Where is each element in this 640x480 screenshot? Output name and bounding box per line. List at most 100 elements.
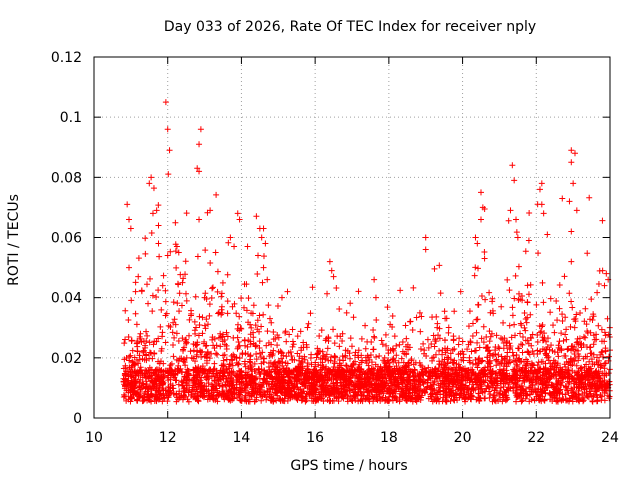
data-point [539, 279, 546, 286]
data-point [289, 338, 296, 345]
data-point [294, 396, 301, 403]
data-point [156, 253, 163, 260]
data-point [495, 352, 502, 359]
data-point [212, 249, 219, 256]
data-point [569, 343, 576, 350]
data-point [431, 265, 438, 272]
data-point [125, 373, 132, 380]
data-point [528, 342, 535, 349]
x-tick-label: 20 [454, 430, 472, 446]
axis-ticks [93, 56, 611, 419]
x-axis-label: GPS time / hours [290, 458, 407, 474]
data-point [523, 362, 530, 369]
data-point [524, 358, 531, 365]
data-point [144, 391, 151, 398]
data-point [238, 379, 245, 386]
data-point [340, 379, 347, 386]
data-point [384, 304, 391, 311]
data-point [358, 382, 365, 389]
data-point [476, 370, 483, 377]
data-point [227, 388, 234, 395]
data-point [173, 330, 180, 337]
data-point [183, 290, 189, 297]
data-point [366, 395, 373, 402]
data-point [466, 354, 473, 361]
data-point [135, 255, 142, 262]
data-point [137, 330, 144, 337]
data-point [125, 387, 132, 394]
data-point [486, 289, 493, 296]
data-point [481, 379, 488, 386]
data-point [585, 376, 592, 383]
data-point [454, 379, 461, 386]
data-point [155, 240, 162, 247]
data-point [429, 390, 436, 397]
data-point [309, 382, 316, 389]
data-point [566, 290, 573, 297]
data-point [138, 287, 145, 294]
data-point [478, 216, 484, 223]
data-point [257, 371, 264, 378]
data-point [219, 383, 226, 390]
data-point [182, 271, 189, 278]
data-point [403, 335, 410, 342]
data-point [174, 300, 181, 307]
data-point [478, 189, 484, 196]
data-point [433, 397, 440, 404]
data-point [243, 375, 250, 382]
data-point [296, 357, 303, 364]
data-point [140, 348, 147, 355]
data-point [174, 280, 181, 287]
data-point [595, 280, 602, 287]
data-point [582, 334, 589, 341]
data-point [559, 396, 566, 403]
data-point [513, 351, 520, 358]
data-point [476, 355, 483, 362]
data-point [242, 397, 249, 404]
data-point [442, 337, 449, 344]
data-point [198, 353, 205, 360]
data-point [545, 367, 552, 374]
data-point [120, 379, 127, 386]
data-point [229, 356, 236, 363]
data-point [550, 322, 557, 329]
data-point [143, 328, 150, 335]
data-point [498, 384, 505, 391]
data-point [197, 126, 204, 133]
data-point [136, 352, 143, 359]
data-point [524, 314, 531, 321]
data-point [189, 384, 196, 391]
data-point [592, 369, 599, 376]
data-point [371, 334, 378, 341]
data-point [406, 377, 413, 384]
data-point [355, 347, 362, 354]
data-point [298, 389, 305, 396]
data-point [302, 370, 309, 377]
data-point [221, 351, 228, 358]
data-point [534, 370, 541, 377]
data-point [186, 386, 193, 393]
data-point [242, 394, 249, 401]
data-point [391, 333, 398, 340]
data-point [502, 373, 509, 380]
data-point [449, 347, 456, 354]
data-point [167, 248, 174, 255]
data-point [201, 294, 208, 301]
data-point [306, 389, 313, 396]
data-point [447, 356, 454, 363]
data-point [550, 357, 557, 364]
data-point [135, 384, 142, 391]
data-point [495, 344, 502, 351]
data-point [374, 376, 381, 383]
data-point [555, 378, 562, 385]
data-point [159, 282, 166, 289]
data-point [375, 377, 382, 384]
data-point [288, 353, 295, 360]
data-point [303, 341, 310, 348]
data-point [209, 284, 216, 291]
data-point [196, 321, 203, 328]
data-point [498, 303, 505, 310]
data-point [277, 360, 284, 367]
data-point [458, 377, 465, 384]
data-point [194, 341, 201, 348]
